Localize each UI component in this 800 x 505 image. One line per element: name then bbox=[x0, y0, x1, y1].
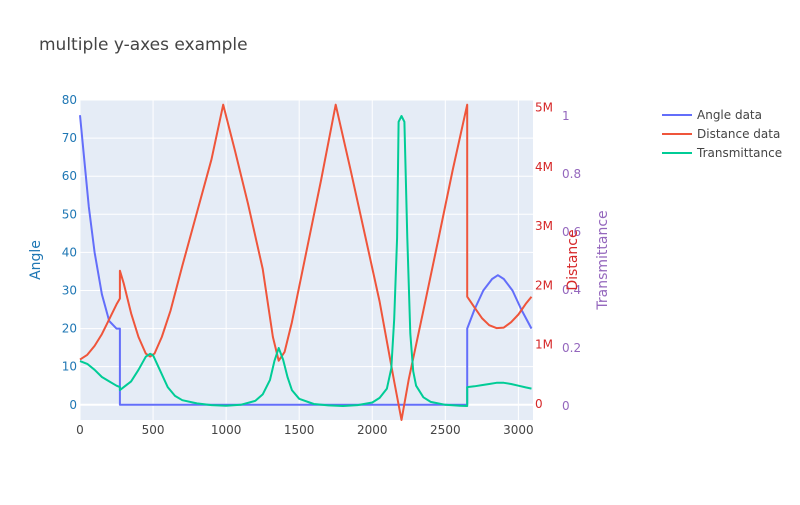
x-tick-label: 1500 bbox=[284, 423, 315, 437]
plot-background bbox=[80, 100, 533, 420]
y2-tick-label: 0 bbox=[535, 397, 543, 411]
y2-tick-label: 3M bbox=[535, 219, 553, 233]
legend-item-angle[interactable]: Angle data bbox=[662, 108, 762, 122]
y3-tick-label: 1 bbox=[562, 109, 570, 123]
y2-axis-title: Distance bbox=[565, 229, 581, 290]
series-layer bbox=[79, 103, 533, 421]
transmittance-series-line bbox=[79, 115, 532, 407]
x-tick-label: 0 bbox=[76, 423, 84, 437]
x-tick-label: 500 bbox=[142, 423, 165, 437]
y3-tick-label: 0.8 bbox=[562, 167, 581, 181]
x-tick-label: 2500 bbox=[430, 423, 461, 437]
legend: Angle data Distance data Transmittance bbox=[662, 108, 782, 160]
y1-tick-label: 70 bbox=[62, 131, 77, 145]
y2-tick-label: 1M bbox=[535, 338, 553, 352]
x-tick-label: 2000 bbox=[357, 423, 388, 437]
tick-labels: 0 500 1000 1500 2000 2500 30000102030405060708… bbox=[62, 93, 581, 437]
y1-tick-label: 30 bbox=[62, 283, 77, 297]
y1-tick-label: 80 bbox=[62, 93, 77, 107]
y3-tick-label: 0.2 bbox=[562, 341, 581, 355]
y1-tick-label: 0 bbox=[69, 398, 77, 412]
y1-axis-title: Angle bbox=[28, 240, 44, 280]
y1-tick-label: 40 bbox=[62, 245, 77, 259]
y1-tick-label: 50 bbox=[62, 207, 77, 221]
legend-label: Transmittance bbox=[696, 146, 782, 160]
chart-title: multiple y-axes example bbox=[39, 35, 248, 55]
legend-item-transmittance[interactable]: Transmittance bbox=[662, 146, 782, 160]
legend-label: Distance data bbox=[697, 127, 780, 141]
y1-tick-label: 60 bbox=[62, 169, 77, 183]
grid-lines bbox=[79, 99, 533, 420]
y3-axis-title: Transmittance bbox=[595, 210, 611, 310]
y2-tick-label: 4M bbox=[535, 160, 553, 174]
y1-tick-label: 20 bbox=[62, 322, 77, 336]
y3-tick-label: 0.6 bbox=[562, 225, 581, 239]
legend-item-distance[interactable]: Distance data bbox=[662, 127, 780, 141]
y3-tick-label: 0.4 bbox=[562, 283, 581, 297]
legend-label: Angle data bbox=[697, 108, 762, 122]
y1-tick-label: 10 bbox=[62, 360, 77, 374]
y2-tick-label: 2M bbox=[535, 278, 553, 292]
y3-tick-label: 0 bbox=[562, 399, 570, 413]
x-tick-label: 3000 bbox=[503, 423, 534, 437]
x-tick-label: 1000 bbox=[211, 423, 242, 437]
y2-tick-label: 5M bbox=[535, 101, 553, 115]
